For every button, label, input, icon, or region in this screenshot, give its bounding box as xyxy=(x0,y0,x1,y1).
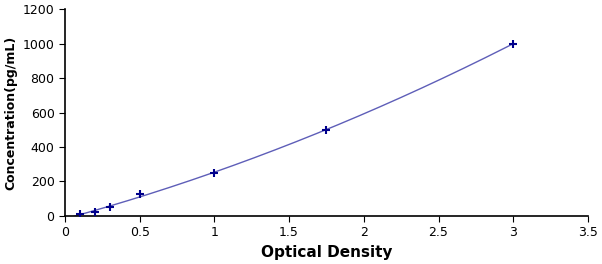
Y-axis label: Concentration(pg/mL): Concentration(pg/mL) xyxy=(4,35,17,190)
X-axis label: Optical Density: Optical Density xyxy=(261,245,393,260)
